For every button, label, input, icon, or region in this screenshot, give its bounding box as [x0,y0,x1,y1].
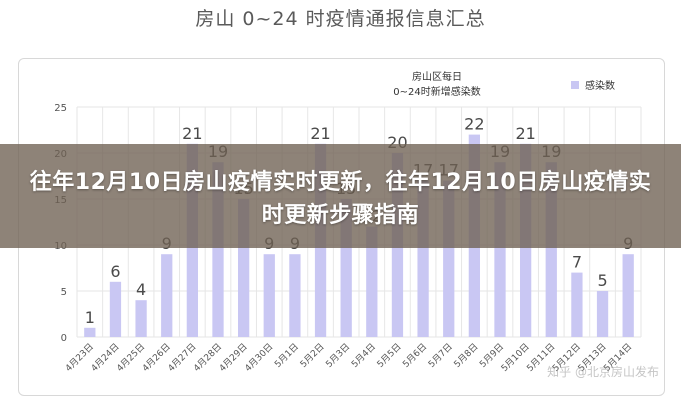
x-tick-label: 5月4日 [349,341,378,370]
bar-value-label: 6 [110,262,120,281]
x-tick-label: 5月6日 [401,341,430,370]
bar [417,180,429,337]
watermark: 知乎 @北京房山发布 [547,365,659,379]
x-tick-label: 5月2日 [298,341,327,370]
chart-title: 房山区每日 0~24时新增感染数 [393,70,480,98]
bar [340,199,352,337]
legend-swatch [571,81,579,89]
bar [622,254,634,337]
bar-value-label: 7 [572,253,582,272]
x-tick-label: 5月1日 [272,341,301,370]
y-tick-label: 25 [54,103,67,114]
x-tick-label: 5月3日 [324,341,353,370]
chart-title-line2: 0~24时新增感染数 [393,85,480,98]
bar [161,254,173,337]
x-tick-label: 5月5日 [375,341,404,370]
x-tick-label: 5月7日 [426,341,455,370]
bar [289,254,301,337]
title-overlay [0,144,681,248]
x-tick-label: 4月30日 [243,341,276,374]
x-tick-label: 5月8日 [452,341,481,370]
bar [571,272,583,337]
bar [212,162,224,337]
bar [135,300,147,337]
bar [366,226,378,337]
y-tick-label: 5 [61,287,67,298]
page-title: 房山 0~24 时疫情通报信息汇总 [195,8,486,30]
bar [109,281,122,337]
bar [494,162,506,337]
bar-value-label: 21 [310,124,330,143]
bar-value-label: 21 [515,124,535,143]
bar [596,291,609,337]
legend: 感染数 [571,79,615,92]
chart-title-line1: 房山区每日 [412,70,462,83]
bar [237,199,250,337]
bar-value-label: 21 [182,124,202,143]
bar-value-label: 22 [464,115,484,134]
bar [443,180,455,337]
y-tick-label: 0 [61,333,67,344]
overlay-title: 往年12月10日房山疫情实时更新，往年12月10日房山疫情实时更新步骤指南 [29,170,652,228]
bar-value-label: 5 [597,271,607,290]
bar [84,327,96,337]
bar [545,162,557,337]
bar-value-label: 4 [136,280,146,299]
bar [263,254,275,337]
bar-value-label: 1 [85,308,95,327]
legend-label: 感染数 [585,79,615,92]
